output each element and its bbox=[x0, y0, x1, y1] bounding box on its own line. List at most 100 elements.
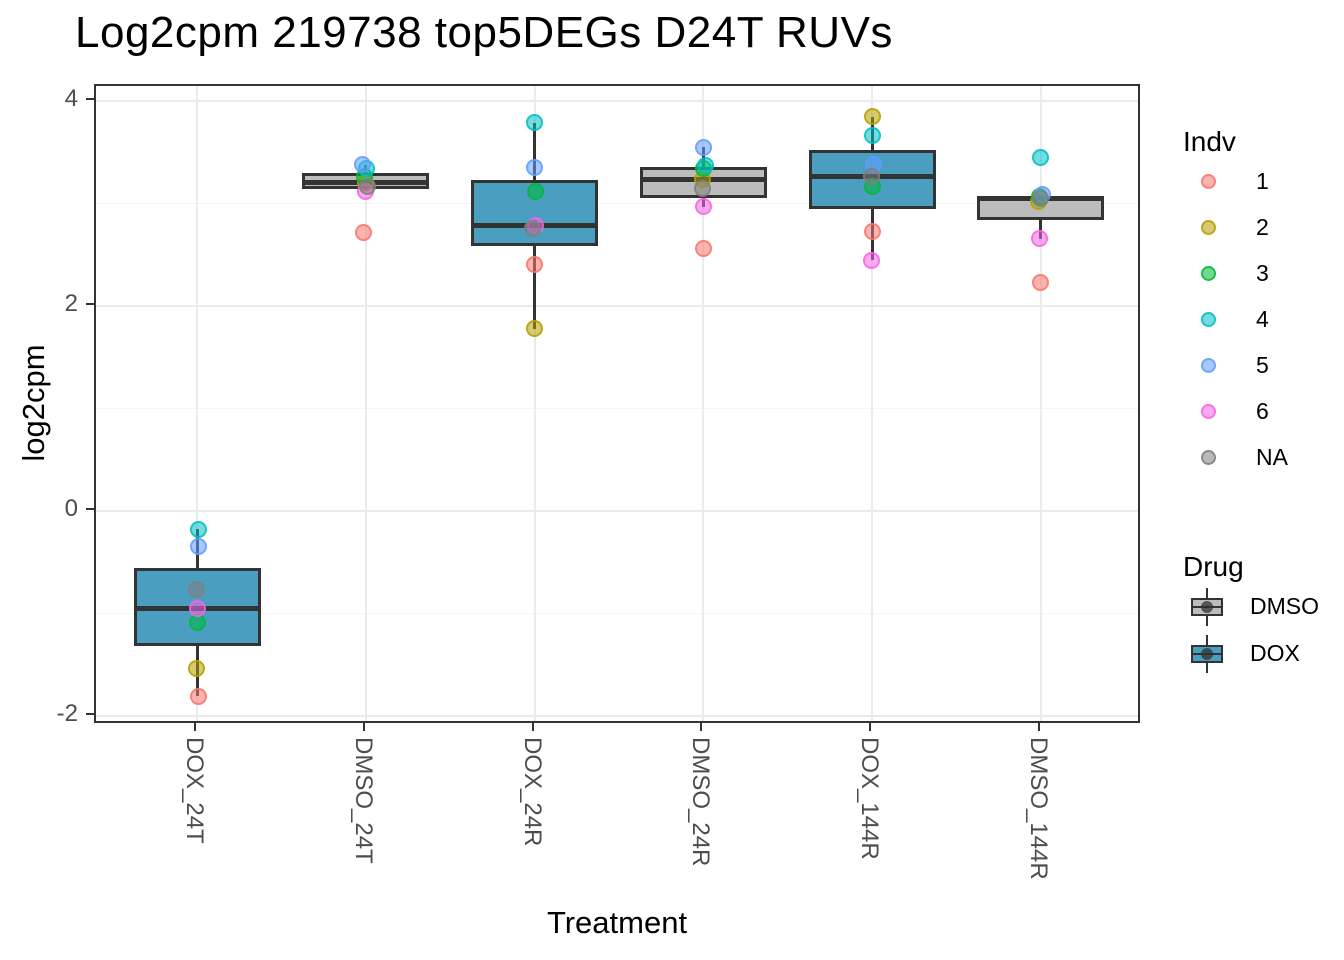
y-tick-label: 2 bbox=[64, 290, 78, 318]
x-gridline-major bbox=[364, 86, 367, 721]
jitter-point-indv-NA bbox=[693, 179, 711, 197]
legend-item-drug-DOX: DOX bbox=[1183, 630, 1319, 677]
plot-title: Log2cpm 219738 top5DEGs D24T RUVs bbox=[75, 8, 893, 57]
jitter-point-indv-2 bbox=[863, 108, 881, 126]
jitter-point-indv-2 bbox=[187, 660, 205, 678]
legend-indv: Indv 1 2 3 4 5 6 NA bbox=[1183, 126, 1288, 480]
jitter-point-indv-5 bbox=[694, 138, 712, 156]
x-tick-label: DMSO_144R bbox=[1024, 737, 1052, 880]
x-tick-label: DMSO_24R bbox=[687, 737, 715, 867]
jitter-point-indv-NA bbox=[1032, 190, 1050, 208]
legend-dot-icon bbox=[1201, 403, 1216, 419]
x-axis-title: Treatment bbox=[546, 905, 688, 940]
x-tick-mark bbox=[531, 723, 534, 731]
jitter-point-indv-6 bbox=[862, 251, 880, 269]
legend-dot-icon bbox=[1201, 357, 1216, 373]
x-tick-mark bbox=[1037, 723, 1040, 731]
key-point bbox=[1201, 600, 1213, 613]
x-gridline-major bbox=[196, 86, 199, 721]
jitter-point-indv-1 bbox=[526, 255, 544, 273]
legend-item-indv-NA: NA bbox=[1183, 434, 1288, 480]
jitter-point-indv-4 bbox=[1032, 149, 1050, 167]
boxplot-lower-whisker bbox=[533, 246, 537, 329]
legend-drug-title: Drug bbox=[1183, 551, 1244, 582]
boxplot-upper-whisker bbox=[533, 122, 537, 180]
legend-drug-label: DOX bbox=[1250, 640, 1300, 666]
jitter-point-indv-1 bbox=[1032, 274, 1050, 292]
y-gridline-major bbox=[96, 509, 1138, 512]
jitter-point-indv-4 bbox=[863, 126, 881, 144]
x-tick-mark bbox=[869, 723, 872, 731]
y-gridline-minor bbox=[96, 408, 1138, 410]
y-gridline-major bbox=[96, 100, 1138, 103]
y-tick-mark bbox=[86, 303, 94, 306]
y-tick-label: -2 bbox=[56, 699, 78, 727]
x-tick-label-wrap: DOX_24R bbox=[519, 737, 642, 846]
jitter-point-indv-1 bbox=[863, 222, 881, 240]
y-gridline-major bbox=[96, 305, 1138, 308]
jitter-point-indv-NA bbox=[524, 219, 542, 237]
legend-indv-items: 1 2 3 4 5 6 NA bbox=[1183, 158, 1288, 480]
legend-dot-icon bbox=[1201, 265, 1216, 281]
plot-panel bbox=[94, 84, 1140, 723]
y-gridline-minor bbox=[96, 612, 1138, 614]
boxplot-key-icon bbox=[1188, 634, 1226, 673]
legend-indv-label: 3 bbox=[1256, 259, 1269, 286]
legend-drug: Drug DMSO DOX bbox=[1183, 551, 1319, 677]
legend-drug-label: DMSO bbox=[1250, 593, 1319, 619]
x-tick-label: DMSO_24T bbox=[349, 737, 377, 864]
x-tick-label-wrap: DMSO_24R bbox=[687, 737, 830, 866]
legend-item-indv-5: 5 bbox=[1183, 342, 1288, 388]
x-tick-mark bbox=[362, 723, 365, 731]
y-tick-mark bbox=[86, 507, 94, 510]
y-tick-label: 4 bbox=[64, 85, 78, 113]
x-tick-label-wrap: DMSO_144R bbox=[1025, 737, 1182, 880]
legend-item-indv-2: 2 bbox=[1183, 204, 1288, 250]
x-tick-label: DOX_24R bbox=[518, 737, 546, 847]
key-point bbox=[1201, 647, 1213, 660]
legend-indv-label: 6 bbox=[1256, 397, 1269, 424]
y-tick-label: 0 bbox=[64, 494, 78, 522]
x-tick-mark bbox=[700, 723, 703, 731]
jitter-point-indv-3 bbox=[527, 182, 545, 200]
legend-item-indv-4: 4 bbox=[1183, 296, 1288, 342]
legend-indv-title: Indv bbox=[1183, 126, 1236, 157]
jitter-point-indv-NA bbox=[359, 177, 377, 195]
legend-item-indv-1: 1 bbox=[1183, 158, 1288, 204]
jitter-point-indv-4 bbox=[526, 114, 544, 132]
x-tick-mark bbox=[194, 723, 197, 731]
legend-item-drug-DMSO: DMSO bbox=[1183, 583, 1319, 630]
legend-dot-icon bbox=[1201, 173, 1216, 189]
x-gridline-major bbox=[702, 86, 705, 721]
x-tick-label: DOX_144R bbox=[856, 737, 884, 860]
y-gridline-major bbox=[96, 714, 1138, 717]
legend-dot-icon bbox=[1201, 311, 1216, 327]
legend-dot-icon bbox=[1201, 219, 1216, 235]
x-gridline-major bbox=[1039, 86, 1042, 721]
jitter-point-indv-1 bbox=[355, 223, 373, 241]
jitter-point-indv-1 bbox=[189, 687, 207, 705]
y-tick-mark bbox=[86, 712, 94, 715]
legend-drug-items: DMSO DOX bbox=[1183, 583, 1319, 677]
x-gridline-major bbox=[533, 86, 536, 721]
legend-indv-label: 2 bbox=[1256, 213, 1269, 240]
legend-item-indv-3: 3 bbox=[1183, 250, 1288, 296]
legend-indv-label: 1 bbox=[1256, 167, 1269, 194]
jitter-point-indv-4 bbox=[696, 157, 714, 175]
jitter-point-indv-6 bbox=[694, 198, 712, 216]
boxplot-lower-whisker bbox=[1039, 220, 1043, 239]
legend-item-indv-6: 6 bbox=[1183, 388, 1288, 434]
legend-indv-label: NA bbox=[1256, 443, 1288, 470]
jitter-point-indv-6 bbox=[188, 599, 206, 617]
y-axis-title: log2cpm bbox=[16, 344, 51, 462]
x-tick-label-wrap: DMSO_24T bbox=[350, 737, 491, 864]
jitter-point-indv-6 bbox=[1031, 230, 1049, 248]
legend-indv-label: 4 bbox=[1256, 305, 1269, 332]
y-gridline-minor bbox=[96, 203, 1138, 205]
jitter-point-indv-NA bbox=[862, 167, 880, 185]
x-tick-label-wrap: DOX_24T bbox=[181, 737, 302, 844]
jitter-point-indv-5 bbox=[189, 538, 207, 556]
x-tick-label: DOX_24T bbox=[181, 737, 209, 844]
boxplot-key-icon bbox=[1188, 587, 1226, 626]
